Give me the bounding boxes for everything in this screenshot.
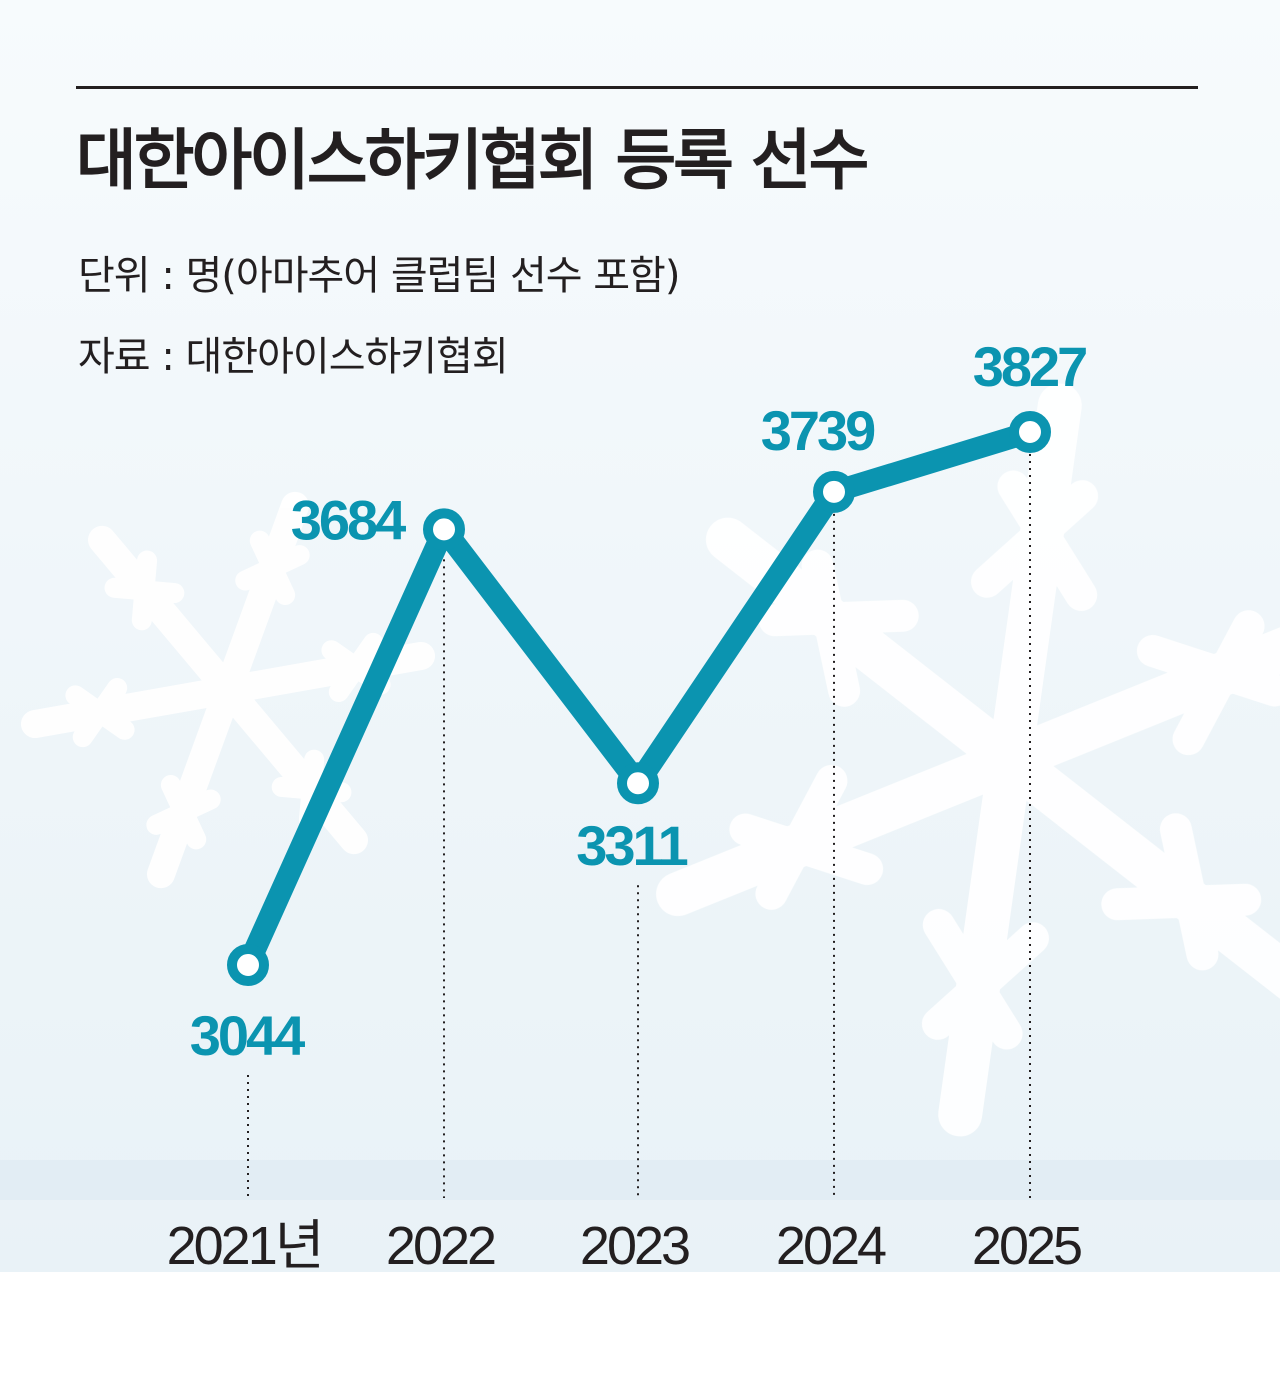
data-label: 3044 (190, 1004, 305, 1067)
x-tick-label: 2021년 (167, 1216, 322, 1276)
top-rule (76, 86, 1198, 89)
x-tick-label: 2025 (972, 1216, 1081, 1276)
source-note: 자료 : 대한아이스하키협회 (78, 334, 509, 380)
data-point (227, 944, 269, 986)
chart-title: 대한아이스하키협회 등록 선수 (76, 122, 869, 199)
data-point (813, 470, 855, 513)
x-tick-label: 2022 (386, 1216, 495, 1276)
data-point (617, 762, 659, 805)
data-label: 3311 (576, 814, 687, 877)
data-point (1009, 411, 1051, 453)
data-label: 3684 (291, 488, 406, 551)
data-label: 3739 (761, 399, 875, 462)
unit-note: 단위 : 명(아마추어 클럽팀 선수 포함) (78, 253, 680, 299)
data-point (423, 508, 465, 551)
data-label: 3827 (973, 335, 1086, 398)
x-tick-label: 2023 (580, 1216, 689, 1276)
snowflake-background (0, 0, 1280, 1272)
x-tick-label: 2024 (776, 1216, 886, 1276)
